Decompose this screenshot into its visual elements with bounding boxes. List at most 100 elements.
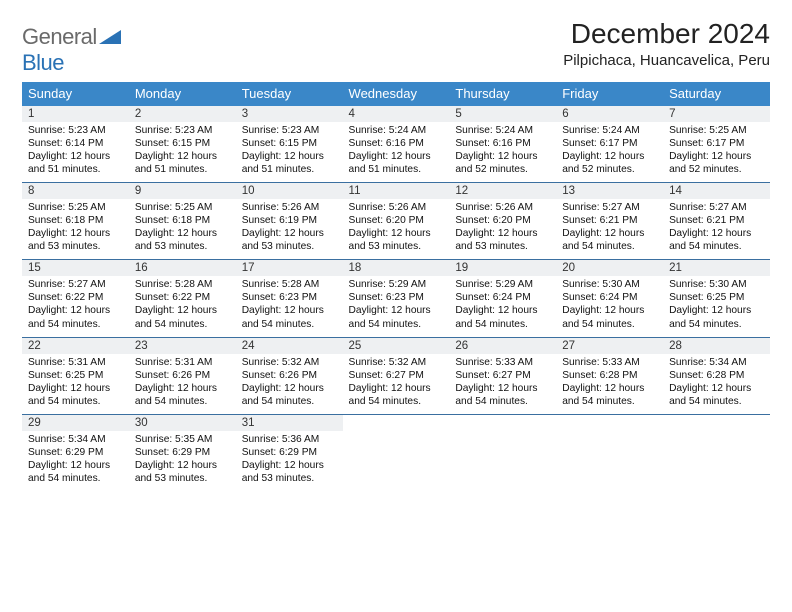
sunset-line: Sunset: 6:28 PM — [669, 370, 744, 381]
sunset-line: Sunset: 6:29 PM — [242, 447, 317, 458]
daylight-line: Daylight: 12 hours and 51 minutes. — [28, 151, 110, 175]
calendar-day-cell: 1Sunrise: 5:23 AMSunset: 6:14 PMDaylight… — [22, 106, 129, 183]
calendar-day-cell: 24Sunrise: 5:32 AMSunset: 6:26 PMDayligh… — [236, 337, 343, 414]
sunrise-line: Sunrise: 5:28 AM — [242, 279, 320, 290]
day-number: 26 — [449, 338, 556, 354]
calendar-day-cell: 29Sunrise: 5:34 AMSunset: 6:29 PMDayligh… — [22, 414, 129, 491]
daylight-line: Daylight: 12 hours and 54 minutes. — [28, 460, 110, 484]
day-number: 16 — [129, 260, 236, 276]
weekday-header-row: Sunday Monday Tuesday Wednesday Thursday… — [22, 82, 770, 106]
calendar-day-cell: 12Sunrise: 5:26 AMSunset: 6:20 PMDayligh… — [449, 183, 556, 260]
daylight-line: Daylight: 12 hours and 51 minutes. — [135, 151, 217, 175]
calendar-week-row: 15 Sunrise: 5:27 AM Sunset: 6:22 PM Dayligh… — [22, 260, 770, 337]
day-body: Sunrise: 5:30 AMSunset: 6:25 PMDaylight:… — [663, 276, 770, 336]
day-body: Sunrise: 5:24 AMSunset: 6:17 PMDaylight:… — [556, 122, 663, 182]
day-body: Sunrise: 5:23 AMSunset: 6:15 PMDaylight:… — [236, 122, 343, 182]
location: Pilpichaca, Huancavelica, Peru — [563, 52, 770, 69]
day-body: Sunrise: 5:28 AMSunset: 6:23 PMDaylight:… — [236, 276, 343, 336]
sunset-line: Sunset: 6:27 PM — [349, 370, 424, 381]
sunrise-line: Sunrise: 5:24 AM — [455, 125, 533, 136]
calendar-day-cell: 13Sunrise: 5:27 AMSunset: 6:21 PMDayligh… — [556, 183, 663, 260]
calendar-day-cell: 30Sunrise: 5:35 AMSunset: 6:29 PMDayligh… — [129, 414, 236, 491]
calendar-day-cell: 21Sunrise: 5:30 AMSunset: 6:25 PMDayligh… — [663, 260, 770, 337]
daylight-line: Daylight: 12 hours and 54 minutes. — [349, 383, 431, 407]
sunrise-line: Sunrise: 5:31 AM — [135, 357, 213, 368]
weekday-header: Sunday — [22, 82, 129, 106]
calendar-day-cell: 26Sunrise: 5:33 AMSunset: 6:27 PMDayligh… — [449, 337, 556, 414]
calendar-week-row: 22 Sunrise: 5:31 AM Sunset: 6:25 PM Dayligh… — [22, 337, 770, 414]
day-number: 17 — [236, 260, 343, 276]
calendar-day-cell: 4Sunrise: 5:24 AMSunset: 6:16 PMDaylight… — [343, 106, 450, 183]
calendar-day-cell: 5Sunrise: 5:24 AMSunset: 6:16 PMDaylight… — [449, 106, 556, 183]
day-body: Sunrise: 5:27 AMSunset: 6:21 PMDaylight:… — [663, 199, 770, 259]
sunset-line: Sunset: 6:22 PM — [28, 292, 103, 303]
sunrise-line: Sunrise: 5:25 AM — [28, 202, 106, 213]
calendar-table: Sunday Monday Tuesday Wednesday Thursday… — [22, 82, 770, 491]
sunset-line: Sunset: 6:16 PM — [455, 138, 530, 149]
calendar-day-cell: 15Sunrise: 5:27 AMSunset: 6:22 PMDayligh… — [22, 260, 129, 337]
sunrise-line: Sunrise: 5:23 AM — [135, 125, 213, 136]
daylight-line: Daylight: 12 hours and 54 minutes. — [349, 305, 431, 329]
sunrise-line: Sunrise: 5:27 AM — [669, 202, 747, 213]
day-number: 2 — [129, 106, 236, 122]
day-number: 3 — [236, 106, 343, 122]
logo-triangle-icon — [99, 30, 121, 44]
sunrise-line: Sunrise: 5:26 AM — [242, 202, 320, 213]
sunrise-line: Sunrise: 5:26 AM — [349, 202, 427, 213]
daylight-line: Daylight: 12 hours and 52 minutes. — [562, 151, 644, 175]
sunset-line: Sunset: 6:26 PM — [242, 370, 317, 381]
calendar-week-row: 29Sunrise: 5:34 AMSunset: 6:29 PMDayligh… — [22, 414, 770, 491]
sunset-line: Sunset: 6:21 PM — [669, 215, 744, 226]
daylight-line: Daylight: 12 hours and 54 minutes. — [242, 305, 324, 329]
weekday-header: Monday — [129, 82, 236, 106]
day-number: 15 — [22, 260, 129, 276]
calendar-day-cell — [663, 414, 770, 491]
day-body: Sunrise: 5:34 AMSunset: 6:29 PMDaylight:… — [22, 431, 129, 491]
daylight-line: Daylight: 12 hours and 54 minutes. — [669, 383, 751, 407]
sunset-line: Sunset: 6:20 PM — [455, 215, 530, 226]
daylight-line: Daylight: 12 hours and 52 minutes. — [669, 151, 751, 175]
calendar-day-cell: 27Sunrise: 5:33 AMSunset: 6:28 PMDayligh… — [556, 337, 663, 414]
day-number: 29 — [22, 415, 129, 431]
daylight-line: Daylight: 12 hours and 53 minutes. — [349, 228, 431, 252]
daylight-line: Daylight: 12 hours and 51 minutes. — [349, 151, 431, 175]
day-body: Sunrise: 5:35 AMSunset: 6:29 PMDaylight:… — [129, 431, 236, 491]
day-body: Sunrise: 5:24 AMSunset: 6:16 PMDaylight:… — [343, 122, 450, 182]
day-body: Sunrise: 5:27 AMSunset: 6:21 PMDaylight:… — [556, 199, 663, 259]
calendar-day-cell: 18Sunrise: 5:29 AMSunset: 6:23 PMDayligh… — [343, 260, 450, 337]
daylight-line: Daylight: 12 hours and 54 minutes. — [562, 383, 644, 407]
sunset-line: Sunset: 6:19 PM — [242, 215, 317, 226]
calendar-day-cell — [449, 414, 556, 491]
sunset-line: Sunset: 6:25 PM — [28, 370, 103, 381]
daylight-line: Daylight: 12 hours and 54 minutes. — [135, 383, 217, 407]
day-body: Sunrise: 5:23 AMSunset: 6:15 PMDaylight:… — [129, 122, 236, 182]
day-number: 21 — [663, 260, 770, 276]
day-number: 12 — [449, 183, 556, 199]
day-number: 23 — [129, 338, 236, 354]
sunset-line: Sunset: 6:23 PM — [349, 292, 424, 303]
daylight-line: Daylight: 12 hours and 54 minutes. — [669, 305, 751, 329]
sunrise-line: Sunrise: 5:26 AM — [455, 202, 533, 213]
day-number: 22 — [22, 338, 129, 354]
day-body: Sunrise: 5:32 AMSunset: 6:27 PMDaylight:… — [343, 354, 450, 414]
sunrise-line: Sunrise: 5:36 AM — [242, 434, 320, 445]
sunrise-line: Sunrise: 5:33 AM — [455, 357, 533, 368]
calendar-day-cell: 31Sunrise: 5:36 AMSunset: 6:29 PMDayligh… — [236, 414, 343, 491]
weekday-header: Wednesday — [343, 82, 450, 106]
daylight-line: Daylight: 12 hours and 51 minutes. — [242, 151, 324, 175]
calendar-day-cell: 25Sunrise: 5:32 AMSunset: 6:27 PMDayligh… — [343, 337, 450, 414]
daylight-line: Daylight: 12 hours and 54 minutes. — [562, 228, 644, 252]
sunset-line: Sunset: 6:29 PM — [28, 447, 103, 458]
day-number: 4 — [343, 106, 450, 122]
day-number: 27 — [556, 338, 663, 354]
sunrise-line: Sunrise: 5:23 AM — [28, 125, 106, 136]
sunset-line: Sunset: 6:20 PM — [349, 215, 424, 226]
month-title: December 2024 — [563, 18, 770, 50]
day-number: 13 — [556, 183, 663, 199]
sunrise-line: Sunrise: 5:27 AM — [28, 279, 106, 290]
sunset-line: Sunset: 6:21 PM — [562, 215, 637, 226]
sunrise-line: Sunrise: 5:33 AM — [562, 357, 640, 368]
day-number: 1 — [22, 106, 129, 122]
daylight-line: Daylight: 12 hours and 54 minutes. — [455, 383, 537, 407]
calendar-week-row: 8Sunrise: 5:25 AMSunset: 6:18 PMDaylight… — [22, 183, 770, 260]
